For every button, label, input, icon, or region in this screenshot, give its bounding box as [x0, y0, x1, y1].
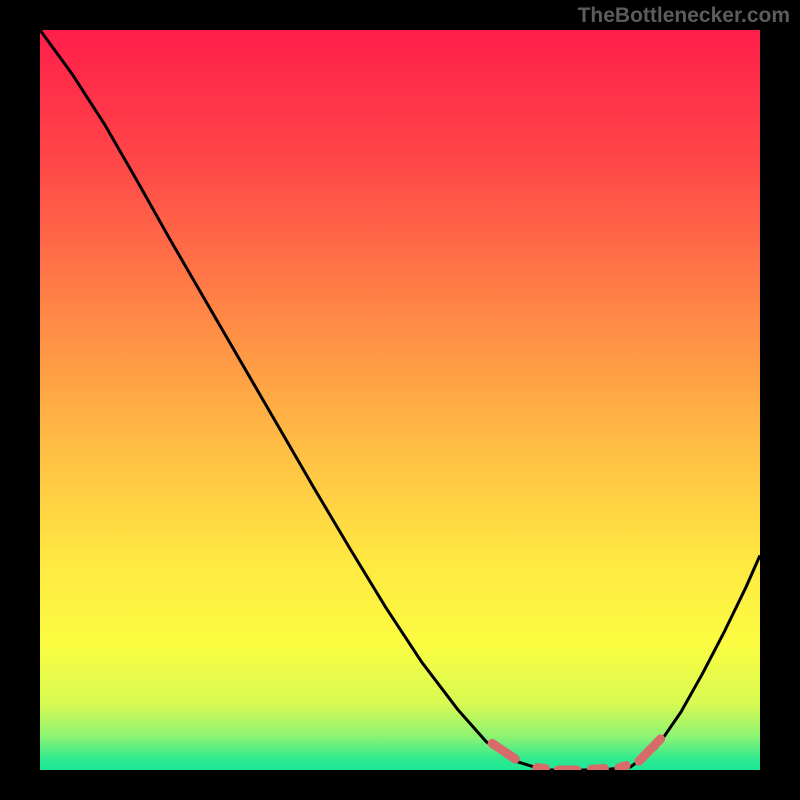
highlight-marker: [592, 769, 605, 770]
gradient-background: [40, 30, 760, 770]
attribution-text: TheBottlenecker.com: [578, 4, 790, 28]
bottleneck-curve-chart: [0, 0, 800, 800]
chart-container: TheBottlenecker.com: [0, 0, 800, 800]
highlight-marker: [537, 768, 546, 769]
highlight-marker: [619, 766, 626, 768]
